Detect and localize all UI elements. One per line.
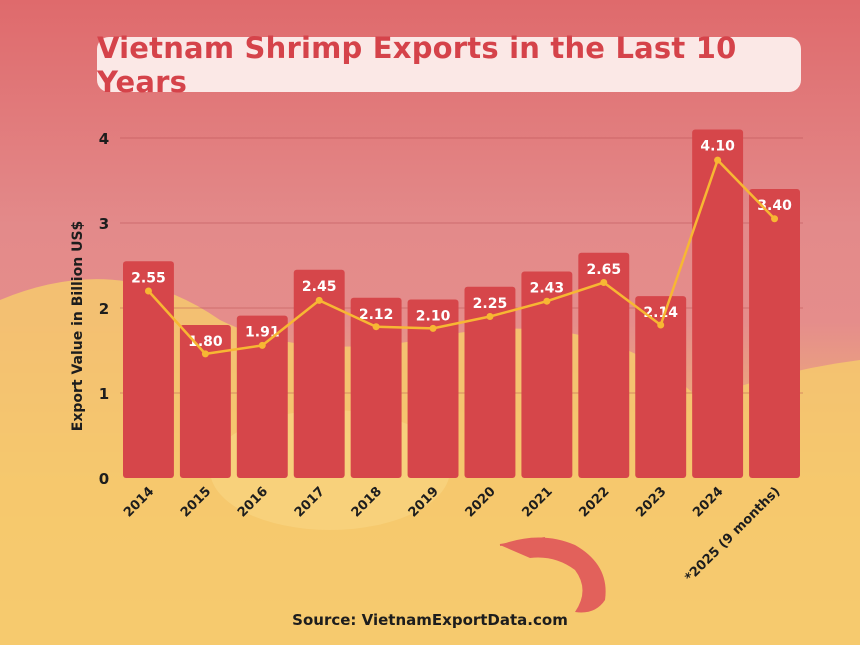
- source-text: Source: VietnamExportData.com: [292, 611, 568, 629]
- line-point: [258, 341, 266, 349]
- line-point: [714, 156, 722, 164]
- bar: [521, 271, 573, 478]
- line-point: [771, 215, 779, 223]
- y-tick-label: 1: [99, 385, 109, 403]
- chart-title: Vietnam Shrimp Exports in the Last 10 Ye…: [97, 30, 737, 99]
- shrimp-icon: [499, 537, 606, 613]
- bar: [692, 129, 744, 478]
- y-tick-label: 0: [99, 470, 109, 488]
- bar: [578, 252, 630, 478]
- data-label: 2.14: [643, 305, 678, 321]
- y-axis-label: Export Value in Billion US$: [70, 221, 86, 432]
- bar: [350, 297, 402, 478]
- data-label: 2.55: [131, 270, 166, 286]
- line-point: [486, 313, 494, 320]
- bar: [749, 189, 800, 478]
- x-tick-label: 2024: [690, 484, 726, 520]
- bar: [236, 315, 288, 478]
- bar: [464, 286, 516, 478]
- data-label: 1.91: [245, 325, 280, 341]
- data-label: 2.12: [359, 307, 394, 323]
- data-label: 2.25: [473, 296, 508, 312]
- line-point: [657, 321, 665, 329]
- bar: [179, 325, 231, 478]
- y-tick-label: 4: [99, 130, 109, 148]
- line-point: [600, 279, 608, 286]
- title-box: Vietnam Shrimp Exports in the Last 10 Ye…: [97, 31, 801, 99]
- x-tick-label: 2014: [121, 484, 157, 520]
- x-tick-label: 2021: [520, 484, 556, 520]
- bar: [293, 269, 345, 478]
- line-point: [372, 323, 380, 331]
- data-label: 2.10: [416, 309, 451, 325]
- x-tick-label: 2017: [292, 484, 328, 520]
- x-tick-label: 2015: [178, 484, 214, 520]
- x-tick-label: 2022: [576, 484, 612, 520]
- x-tick-label: *2025 (9 months): [682, 484, 783, 585]
- data-label: 2.65: [587, 262, 622, 278]
- x-tick-label: 2020: [463, 484, 499, 520]
- data-label: 2.43: [530, 280, 565, 296]
- y-tick-label: 3: [99, 215, 109, 233]
- x-tick-label: 2016: [235, 484, 271, 520]
- line-series: [147, 157, 776, 356]
- bar: [635, 296, 687, 478]
- x-tick-label: 2023: [633, 484, 669, 520]
- data-label: 2.45: [302, 279, 337, 295]
- line-point: [315, 296, 323, 304]
- y-tick-label: 2: [99, 300, 109, 318]
- x-tick-label: 2019: [406, 484, 442, 520]
- line-point: [144, 287, 152, 295]
- x-tick-label: 2018: [349, 484, 385, 520]
- line-point: [201, 350, 209, 358]
- line-point: [429, 324, 437, 332]
- line-point: [543, 297, 551, 305]
- bar: [407, 299, 459, 478]
- data-label: 4.10: [700, 139, 735, 155]
- bar: [123, 261, 174, 478]
